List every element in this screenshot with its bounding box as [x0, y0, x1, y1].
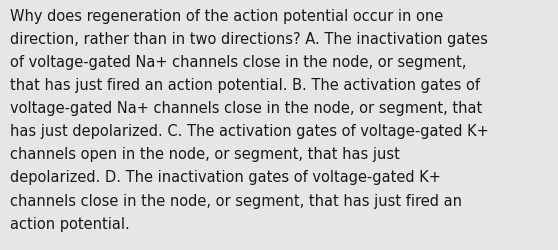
- Text: depolarized. D. The inactivation gates of voltage-gated K+: depolarized. D. The inactivation gates o…: [10, 170, 441, 185]
- Text: channels close in the node, or segment, that has just fired an: channels close in the node, or segment, …: [10, 193, 462, 208]
- Text: that has just fired an action potential. B. The activation gates of: that has just fired an action potential.…: [10, 78, 480, 93]
- Text: channels open in the node, or segment, that has just: channels open in the node, or segment, t…: [10, 147, 400, 162]
- Text: has just depolarized. C. The activation gates of voltage-gated K+: has just depolarized. C. The activation …: [10, 124, 489, 139]
- Text: voltage-gated Na+ channels close in the node, or segment, that: voltage-gated Na+ channels close in the …: [10, 101, 482, 116]
- Text: action potential.: action potential.: [10, 216, 130, 231]
- Text: direction, rather than in two directions? A. The inactivation gates: direction, rather than in two directions…: [10, 32, 488, 47]
- Text: Why does regeneration of the action potential occur in one: Why does regeneration of the action pote…: [10, 9, 443, 24]
- Text: of voltage-gated Na+ channels close in the node, or segment,: of voltage-gated Na+ channels close in t…: [10, 55, 466, 70]
